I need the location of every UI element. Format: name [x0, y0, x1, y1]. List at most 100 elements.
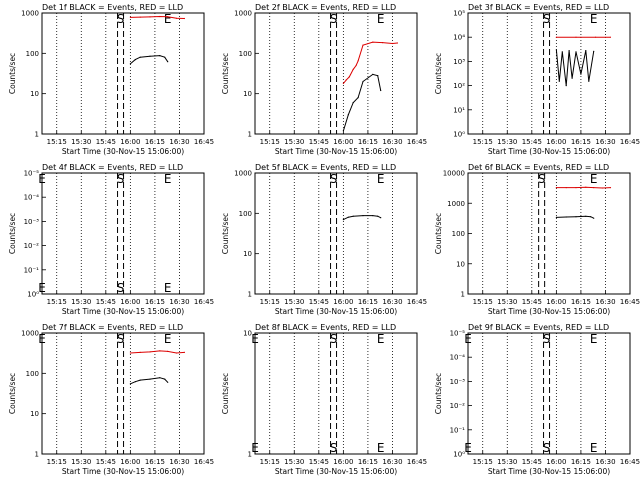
data-point: [159, 15, 161, 18]
x-tick-label: 16:00: [546, 138, 566, 146]
x-tick-label: 15:30: [284, 138, 304, 146]
marker-label-top: S: [117, 12, 125, 26]
y-tick-label: 100: [239, 50, 252, 58]
data-point: [149, 378, 151, 380]
x-tick-label: 16:00: [333, 138, 353, 146]
panel-det-6: Det 6f BLACK = Events, RED = LLD 15:15 15:…: [434, 163, 640, 316]
y-tick-label: 100: [26, 50, 39, 58]
data-point: [357, 60, 359, 62]
y-tick-label: 10⁴: [453, 34, 465, 42]
y-tick-label: 10: [30, 410, 39, 418]
data-point: [183, 17, 185, 20]
x-tick-label: 16:30: [382, 138, 402, 146]
y-axis-title: Counts/sec: [8, 373, 17, 414]
data-point: [571, 77, 573, 79]
plot-frame: [41, 172, 205, 295]
y-tick-label: 1: [248, 131, 252, 139]
series-line: [343, 41, 398, 84]
marker-label-top: S: [117, 332, 125, 346]
y-tick-label: 10⁰: [453, 451, 465, 459]
data-point: [362, 215, 364, 217]
x-tick-label: 15:45: [522, 298, 542, 306]
y-tick-label: 1000: [234, 170, 252, 178]
data-point: [391, 42, 394, 45]
panel-det-5: Det 5f BLACK = Events, RED = LLD 15:15 15:…: [221, 163, 427, 316]
x-tick-label: 16:45: [620, 138, 640, 146]
y-axis-title: Counts/sec: [434, 373, 443, 414]
data-point: [595, 36, 597, 38]
data-point: [593, 187, 595, 189]
y-tick-label: 10000: [443, 170, 465, 178]
data-point: [134, 59, 136, 61]
x-tick-label: 16:15: [145, 458, 165, 466]
data-point: [352, 68, 354, 70]
x-tick-label: 15:15: [260, 298, 280, 306]
x-tick-label: 16:45: [194, 458, 214, 466]
data-point: [342, 82, 344, 84]
data-point: [588, 80, 590, 82]
panel-title: Det 9f BLACK = Events, RED = LLD: [468, 323, 609, 332]
data-point: [565, 216, 567, 218]
marker-label-top: E: [377, 332, 385, 346]
x-tick-label: 15:45: [96, 138, 116, 146]
x-tick-label: 16:30: [382, 298, 402, 306]
data-point: [380, 217, 382, 219]
data-point: [555, 216, 558, 218]
x-tick-label: 16:45: [407, 458, 427, 466]
marker-label-top: E: [590, 12, 598, 26]
data-point: [167, 350, 169, 352]
panel-title: Det 8f BLACK = Events, RED = LLD: [255, 323, 396, 332]
data-point: [372, 73, 374, 75]
x-tick-label: 15:15: [47, 458, 67, 466]
x-tick-label: 16:15: [571, 138, 591, 146]
y-tick-label: 10⁻⁵: [24, 170, 40, 178]
plot-frame: [41, 332, 205, 455]
x-tick-label: 16:00: [546, 298, 566, 306]
x-tick-label: 15:30: [497, 458, 517, 466]
y-tick-label: 10: [243, 330, 252, 338]
marker-label-top: E: [164, 332, 172, 346]
data-point: [139, 56, 141, 58]
data-point: [362, 80, 364, 83]
marker-label-top: E: [464, 332, 472, 346]
data-point: [593, 217, 595, 219]
data-point: [593, 50, 595, 53]
x-tick-label: 16:45: [194, 138, 214, 146]
y-tick-label: 1: [248, 451, 252, 459]
series-line: [342, 73, 382, 131]
data-point: [183, 351, 185, 353]
y-tick-label: 10⁵: [453, 10, 465, 18]
data-point: [575, 36, 577, 38]
data-point: [167, 381, 169, 383]
marker-label-bottom: S: [543, 441, 551, 455]
y-tick-label: 100: [452, 230, 465, 238]
data-point: [355, 64, 357, 67]
marker-label-top: S: [538, 172, 546, 186]
marker-label-bottom: E: [464, 441, 472, 455]
y-axis-title: Counts/sec: [8, 213, 17, 254]
series-line: [343, 215, 381, 221]
marker-label-top: E: [377, 12, 385, 26]
y-tick-label: 100: [26, 370, 39, 378]
plot-frame: [41, 12, 205, 135]
panel-title: Det 2f BLACK = Events, RED = LLD: [255, 3, 396, 12]
data-point: [601, 187, 604, 189]
y-tick-label: 10⁻³: [24, 218, 40, 226]
x-tick-label: 15:15: [260, 138, 280, 146]
x-tick-label: 16:00: [333, 458, 353, 466]
y-tick-label: 100: [239, 210, 252, 218]
marker-label-top: E: [590, 172, 598, 186]
marker-label-top: E: [164, 12, 172, 26]
marker-label-top: S: [330, 12, 338, 26]
x-axis-title: Start Time (30-Nov-15 15:06:00): [62, 467, 184, 476]
series-line: [130, 55, 169, 65]
x-tick-label: 16:45: [620, 298, 640, 306]
x-axis-title: Start Time (30-Nov-15 15:06:00): [62, 307, 184, 316]
data-point: [159, 55, 161, 57]
data-point: [139, 351, 141, 353]
x-tick-label: 16:30: [382, 458, 402, 466]
marker-label-top: S: [543, 332, 551, 346]
x-tick-label: 15:15: [47, 298, 67, 306]
data-point: [342, 130, 344, 132]
y-tick-label: 10: [30, 90, 39, 98]
